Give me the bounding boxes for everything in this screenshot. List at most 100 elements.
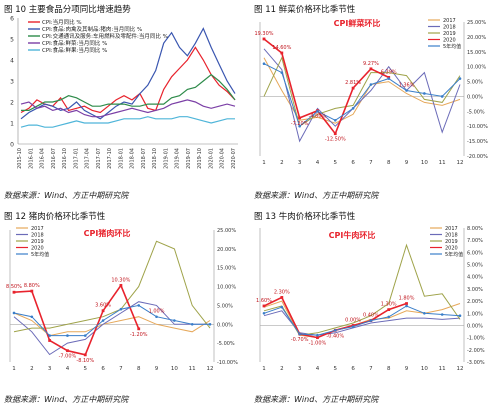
data-point: [333, 118, 337, 122]
y-tick-label: 0.00%: [467, 323, 483, 329]
x-tick-label: 4: [66, 366, 70, 372]
y-tick-label: 3: [10, 79, 14, 86]
data-label: 6.39%: [381, 69, 397, 75]
legend-label: 2018: [443, 25, 456, 31]
x-tick-label: 2018-01: [118, 148, 124, 169]
data-point: [298, 332, 301, 336]
data-point: [101, 309, 105, 313]
source-note: 数据来源：Wind、方正中期研究院: [4, 395, 129, 404]
y-tick-label: 15.00%: [217, 266, 236, 272]
y-tick-label: 8.00%: [467, 226, 483, 232]
x-tick-label: 2018-10: [152, 148, 158, 169]
y-tick-label: 2: [10, 100, 14, 107]
legend-label: CPI:当月同比 %: [42, 18, 82, 26]
y-tick-label: 0.00%: [217, 322, 233, 328]
data-label: 3.60%: [95, 303, 111, 309]
y-tick-label: 5: [10, 37, 14, 44]
legend-label: 2020: [445, 246, 458, 252]
x-tick-label: 2020-07: [231, 148, 237, 169]
data-label: 1.00%: [149, 309, 165, 315]
legend-label: 2017: [31, 226, 44, 232]
x-tick-label: 2016-01: [28, 148, 34, 169]
legend-label: 2017: [443, 18, 456, 24]
x-tick-label: 2: [280, 366, 284, 372]
x-tick-label: 2018-04: [130, 148, 136, 169]
data-point: [369, 67, 373, 71]
data-label: -4.80%: [309, 114, 327, 120]
data-point: [83, 353, 87, 357]
data-point: [262, 311, 266, 315]
chart-title: CPI牛肉环比: [329, 230, 376, 240]
x-tick-label: 2018-07: [141, 148, 147, 169]
x-tick-label: 10: [421, 160, 428, 166]
y-tick-label: 0: [10, 142, 14, 149]
data-point: [66, 334, 69, 337]
x-tick-label: 2: [30, 366, 34, 372]
data-point: [405, 302, 408, 305]
data-point: [262, 37, 266, 41]
data-point: [262, 304, 266, 308]
data-point: [298, 116, 302, 120]
x-tick-label: 9: [405, 160, 409, 166]
chart-fresh-vegetable-mom: 25.00% 20.00% 15.00% 10.00% 5.00% 0.00% -5.00%…: [254, 18, 488, 166]
series-line: [263, 56, 461, 128]
x-tick-label: 10: [421, 366, 428, 372]
data-label: -1.20%: [130, 332, 148, 338]
legend-label: 2020: [31, 246, 44, 252]
series-line: [20, 99, 236, 118]
data-label: 1.36%: [399, 82, 415, 88]
x-tick-label: 6: [351, 160, 355, 166]
data-point: [280, 51, 284, 55]
data-point: [48, 334, 51, 337]
y-tick-label: 1.00%: [467, 311, 483, 317]
data-point: [351, 325, 355, 328]
legend-label: 2018: [31, 233, 44, 239]
data-label: 10.30%: [111, 277, 130, 283]
x-tick-label: 11: [189, 366, 196, 372]
data-point: [405, 89, 408, 92]
x-tick-label: 2019-04: [175, 148, 181, 169]
data-point: [280, 71, 284, 74]
x-tick-label: 2015-10: [17, 148, 23, 169]
x-tick-label: 12: [207, 366, 214, 372]
data-point: [369, 319, 373, 322]
y-tick-label: 5.00%: [217, 303, 233, 309]
data-point: [137, 304, 141, 307]
data-label: 0.40%: [363, 313, 379, 319]
data-point: [12, 290, 16, 294]
series-line: [20, 27, 236, 120]
caption-fig11: 图 11 鲜菜价格环比季节性: [254, 5, 356, 15]
x-tick-label: 5: [84, 366, 88, 372]
data-point: [333, 132, 337, 136]
x-tick-label: 10: [171, 366, 178, 372]
chart-cpi-food-yoy: 0 1 2 3 4 5 6 2015-10 2016-01 2016-04 2016-07 2016-…: [10, 16, 238, 169]
x-tick-label: 4: [316, 160, 320, 166]
data-point: [440, 313, 444, 316]
series-line: [21, 73, 236, 112]
x-tick-label: 2019-07: [186, 148, 192, 169]
data-label: 2.81%: [345, 80, 361, 86]
data-point: [316, 333, 319, 337]
y-tick-label: 20.00%: [467, 35, 486, 41]
data-point: [12, 311, 16, 315]
x-tick-label: 2017-10: [107, 148, 113, 169]
x-tick-label: 1: [12, 366, 16, 372]
data-point: [173, 319, 176, 322]
x-tick-label: 1: [262, 366, 266, 372]
y-tick-label: 25.00%: [467, 20, 486, 26]
legend-label: 5年均值: [31, 251, 49, 258]
y-tick-label: 15.00%: [467, 50, 486, 56]
legend-label: 2019: [445, 239, 458, 245]
data-point: [351, 107, 355, 110]
data-label: 1.30%: [381, 302, 397, 308]
x-tick-label: 2017-04: [85, 148, 91, 169]
y-tick-label: -15.00%: [467, 139, 488, 145]
y-tick-label: -3.00%: [467, 360, 485, 366]
data-label: -12.50%: [325, 137, 346, 143]
data-point: [316, 110, 319, 113]
data-point: [48, 339, 52, 342]
data-point: [333, 329, 337, 332]
series-line: [20, 116, 235, 128]
x-tick-label: 2016-04: [40, 148, 46, 169]
x-tick-label: 2016-07: [51, 148, 57, 169]
